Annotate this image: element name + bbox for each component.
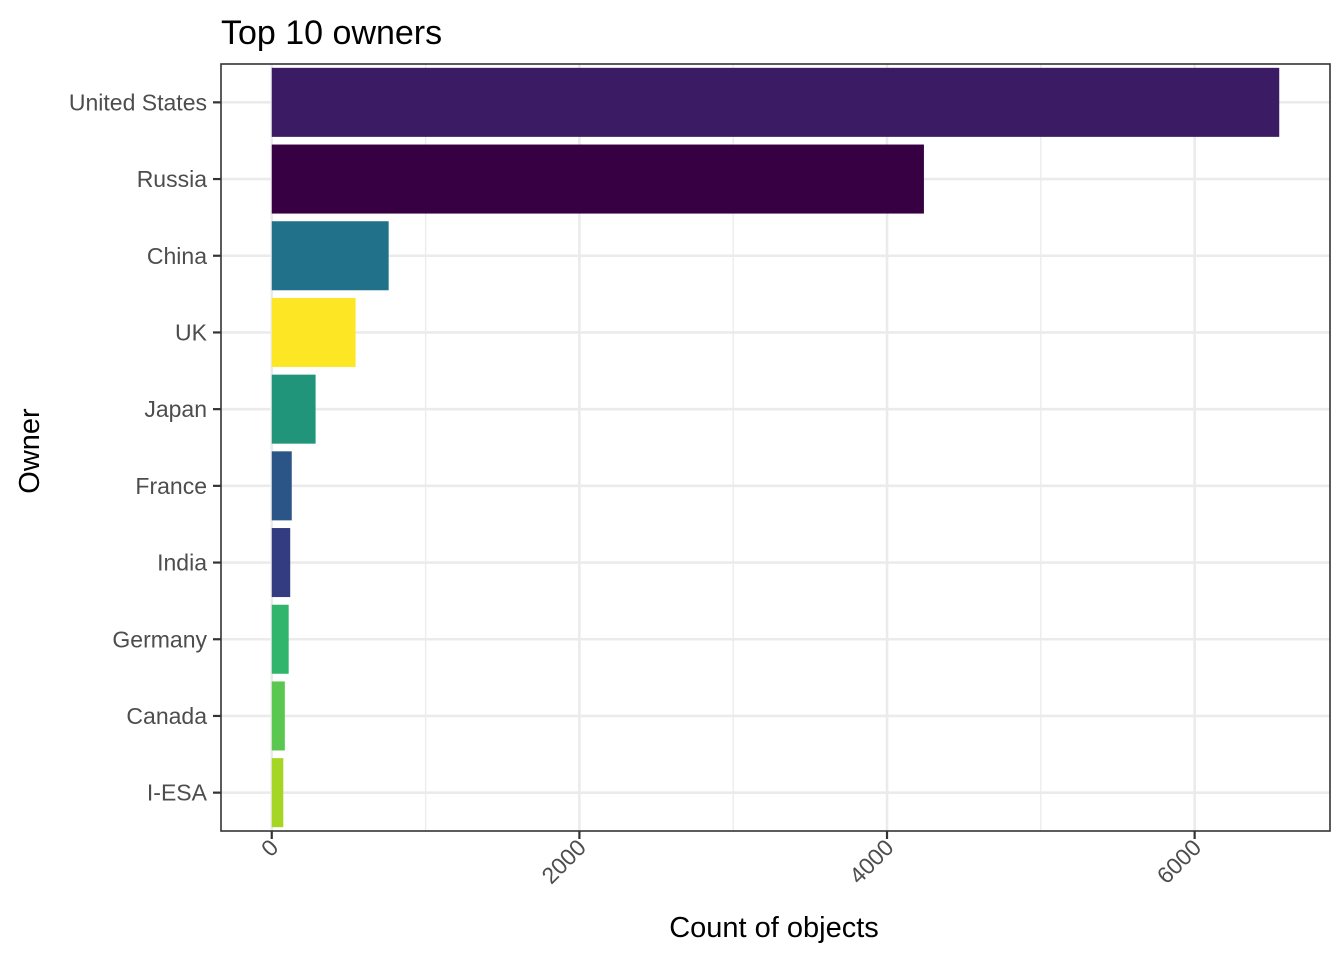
bar: [271, 297, 356, 367]
y-tick-label: India: [157, 550, 207, 576]
y-axis-title: Owner: [14, 408, 46, 494]
y-tick-label: Germany: [112, 626, 207, 652]
y-tick-label: I-ESA: [147, 780, 208, 806]
y-tick-label: France: [135, 473, 207, 499]
bar: [271, 681, 285, 751]
bars: [271, 67, 1280, 828]
x-tick-label: 6000: [1152, 834, 1207, 889]
bar: [271, 67, 1280, 137]
x-tick-label: 0: [256, 834, 283, 861]
y-tick-label: Japan: [144, 396, 207, 422]
panel-border: [220, 63, 1331, 832]
x-tick-label: 4000: [844, 834, 899, 889]
bar: [271, 758, 284, 828]
chart-title: Top 10 owners: [221, 14, 442, 52]
x-axis-title: Count of objects: [669, 912, 879, 944]
y-tick-label: Canada: [126, 703, 207, 729]
x-tick-label: 2000: [536, 834, 591, 889]
x-axis: 0 2000 4000 6000: [256, 831, 1206, 889]
bar: [271, 604, 289, 674]
y-tick-label: Russia: [137, 166, 208, 192]
bar: [271, 374, 316, 444]
y-tick-label: UK: [175, 319, 208, 345]
bar: [271, 221, 389, 291]
y-axis: United States Russia China UK Japan France Ind…: [69, 89, 221, 806]
bar: [271, 144, 924, 214]
bar: [271, 451, 292, 521]
y-tick-label: United States: [69, 89, 207, 115]
bar: [271, 528, 291, 598]
y-tick-label: China: [147, 243, 207, 269]
